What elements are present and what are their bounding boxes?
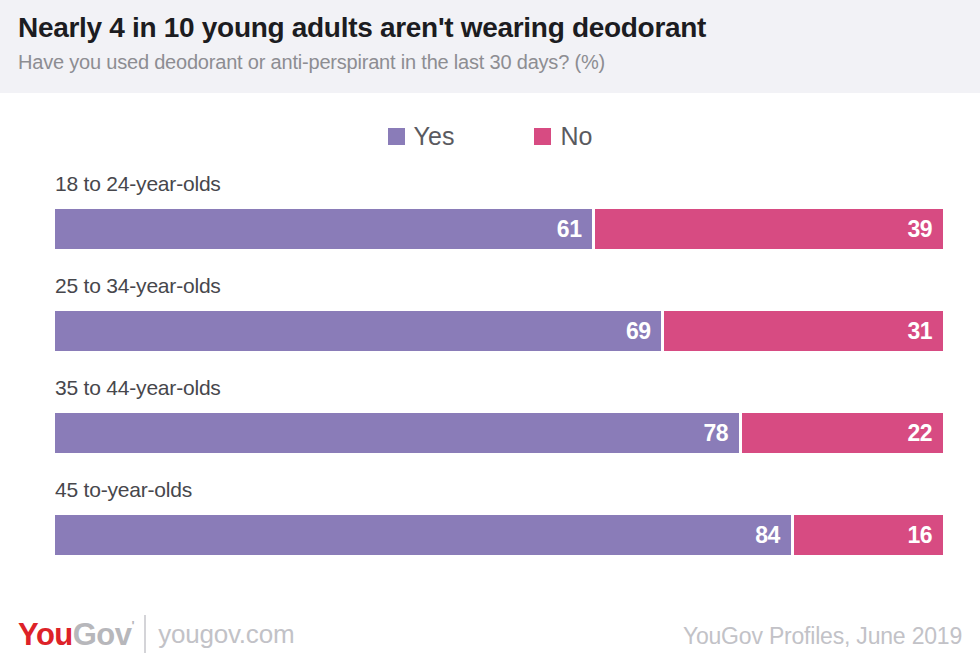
- bar-segment-yes: 78: [55, 413, 739, 453]
- category-label: 25 to 34-year-olds: [55, 274, 943, 298]
- legend-item-no: No: [534, 122, 592, 151]
- bar-segment-no: 31: [664, 311, 943, 351]
- stacked-bar: 61 39: [55, 209, 943, 249]
- stacked-bar: 78 22: [55, 413, 943, 453]
- legend-item-yes: Yes: [388, 122, 455, 151]
- legend-swatch-no-icon: [534, 128, 551, 145]
- bar-segment-no: 16: [794, 515, 943, 555]
- stacked-bar: 69 31: [55, 311, 943, 351]
- bar-segment-yes: 84: [55, 515, 791, 555]
- bar-segment-yes: 61: [55, 209, 592, 249]
- bar-segment-yes: 69: [55, 311, 661, 351]
- footer: YouGov' yougov.com YouGov Profiles, June…: [0, 605, 980, 663]
- logo-gov: Gov: [73, 617, 132, 652]
- legend-swatch-yes-icon: [388, 128, 405, 145]
- value-label: 39: [907, 216, 932, 243]
- page-title: Nearly 4 in 10 young adults aren't weari…: [18, 12, 960, 44]
- value-label: 16: [907, 522, 932, 549]
- chart-row: 25 to 34-year-olds 69 31: [55, 274, 943, 351]
- category-label: 45 to-year-olds: [55, 478, 943, 502]
- header: Nearly 4 in 10 young adults aren't weari…: [0, 0, 980, 93]
- chart-page: Nearly 4 in 10 young adults aren't weari…: [0, 0, 980, 663]
- category-label: 18 to 24-year-olds: [55, 172, 943, 196]
- bar-segment-no: 39: [595, 209, 943, 249]
- value-label: 22: [907, 420, 932, 447]
- category-label: 35 to 44-year-olds: [55, 376, 943, 400]
- source-attribution: YouGov Profiles, June 2019: [683, 623, 962, 653]
- stacked-bar: 84 16: [55, 515, 943, 555]
- value-label: 78: [704, 420, 729, 447]
- chart-row: 35 to 44-year-olds 78 22: [55, 376, 943, 453]
- chart-row: 45 to-year-olds 84 16: [55, 478, 943, 555]
- logo-you: You: [18, 617, 73, 652]
- legend: Yes No: [0, 120, 980, 152]
- value-label: 69: [626, 318, 651, 345]
- bar-chart: 18 to 24-year-olds 61 39 25 to 34-year-olds…: [55, 172, 943, 555]
- yougov-url: yougov.com: [158, 619, 294, 650]
- value-label: 84: [755, 522, 780, 549]
- yougov-brand: YouGov' yougov.com: [18, 615, 294, 653]
- yougov-logo: YouGov': [18, 619, 134, 650]
- value-label: 31: [907, 318, 932, 345]
- chart-row: 18 to 24-year-olds 61 39: [55, 172, 943, 249]
- page-subtitle: Have you used deodorant or anti-perspira…: [18, 51, 960, 74]
- legend-label-yes: Yes: [414, 122, 455, 151]
- brand-divider: [144, 615, 146, 653]
- legend-label-no: No: [560, 122, 592, 151]
- bar-segment-no: 22: [742, 413, 943, 453]
- logo-trademark-icon: ': [132, 618, 135, 633]
- value-label: 61: [557, 216, 582, 243]
